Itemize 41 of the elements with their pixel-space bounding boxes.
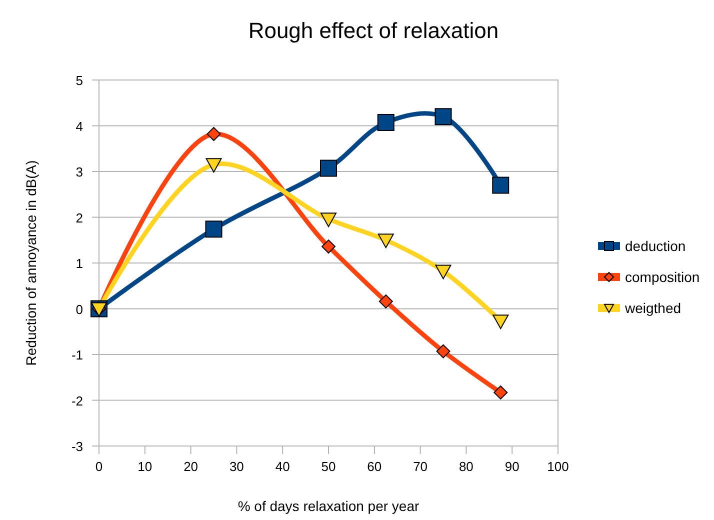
point [206,158,222,173]
y-tick-label: 2 [76,210,83,226]
y-tick-label: 0 [76,302,83,317]
point [436,344,450,358]
x-tick-label: 90 [504,459,520,474]
x-tick-label: 80 [458,459,474,474]
point [492,314,509,330]
point [492,176,510,194]
x-tick-label: 100 [547,459,569,474]
y-tick-label: 5 [76,73,83,88]
x-axis-title: % of days relaxation per year [238,498,420,514]
y-tick-label: 1 [76,256,83,271]
y-tick-label: 4 [76,118,83,134]
point [322,240,336,254]
y-tick-label: -1 [71,348,83,362]
point [494,385,508,400]
legend-label: deduction [625,238,686,254]
point [206,126,221,141]
point [205,220,222,238]
x-tick-label: 10 [138,459,152,474]
x-tick-label: 0 [95,459,103,474]
y-tick-label: -2 [71,393,83,408]
x-tick-label: 70 [413,459,428,474]
point [377,114,394,132]
x-tick-label: 20 [184,459,198,474]
point [378,294,393,308]
point [434,108,452,126]
y-tick-label: -3 [71,439,83,454]
x-tick-label: 30 [229,459,244,474]
legend-label: weigthed [624,300,682,316]
x-tick-label: 60 [367,459,382,474]
legend-label: composition [625,269,700,285]
point [435,264,452,280]
point [378,234,394,248]
y-axis-title: Reduction of annoyance in dB(A) [23,160,39,366]
point [320,160,337,177]
chart-title: Rough effect of relaxation [248,18,499,43]
point [320,212,336,228]
x-tick-label: 50 [321,459,336,474]
x-tick-label: 40 [275,459,290,474]
y-tick-label: 3 [76,164,83,180]
